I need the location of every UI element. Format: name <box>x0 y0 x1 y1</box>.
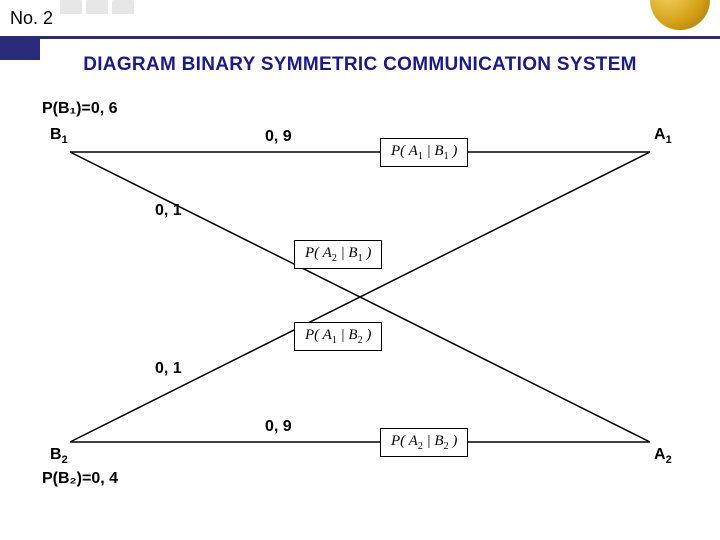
node-label-a1: A1 <box>654 126 672 146</box>
edge-probability: 0, 1 <box>155 360 182 378</box>
bsc-diagram: 0, 9 P( A1 | B1 ) 0, 1 P( A2 | B1 ) 0, 1 P( A… <box>40 92 680 492</box>
prior-label-b1: P(B₁)=0, 6 <box>42 100 118 118</box>
conditional-probability-box: P( A2 | B1 ) <box>294 240 382 269</box>
node-label-a2: A2 <box>654 446 672 466</box>
edge-probability: 0, 1 <box>155 202 182 220</box>
edge-probability: 0, 9 <box>265 128 292 146</box>
top-bar <box>0 0 720 36</box>
tab-strip <box>60 0 134 14</box>
diagram-title: DIAGRAM BINARY SYMMETRIC COMMUNICATION S… <box>0 54 720 76</box>
tab <box>112 0 134 14</box>
node-label-b1: B1 <box>50 126 68 146</box>
diagram-lines <box>40 92 680 492</box>
conditional-probability-box: P( A2 | B2 ) <box>380 428 468 457</box>
page-number: No. 2 <box>10 8 53 29</box>
prior-label-b2: P(B₂)=0, 4 <box>42 470 118 488</box>
edge-probability: 0, 9 <box>265 418 292 436</box>
conditional-probability-box: P( A1 | B2 ) <box>294 322 382 351</box>
tab <box>86 0 108 14</box>
header-underline <box>0 36 720 39</box>
node-label-b2: B2 <box>50 446 68 466</box>
conditional-probability-box: P( A1 | B1 ) <box>380 138 468 167</box>
tab <box>60 0 82 14</box>
globe-decoration <box>650 0 710 30</box>
